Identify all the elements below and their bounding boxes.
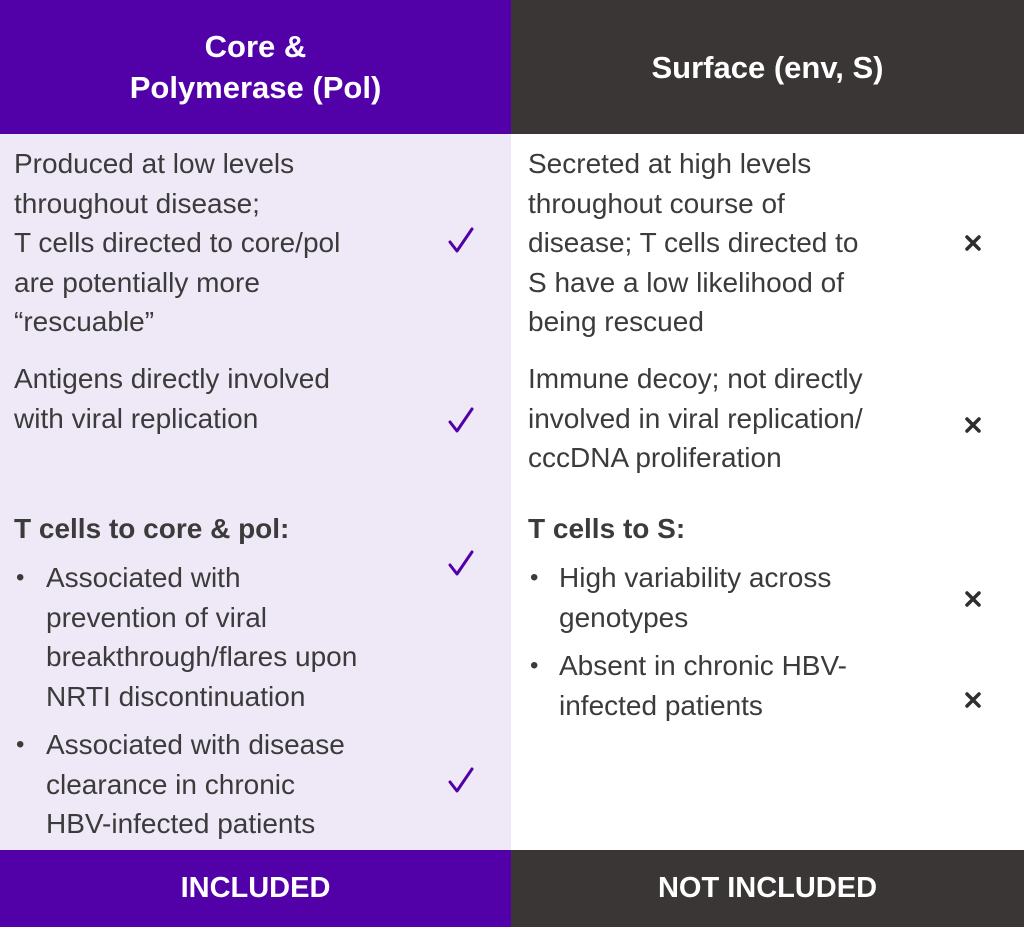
text-line: NRTI discontinuation xyxy=(46,680,306,712)
bullet-dot: • xyxy=(16,564,25,591)
not-included-bullet-2-text: Absent in chronic HBV- infected patients xyxy=(559,646,847,725)
bullet-dot: • xyxy=(16,731,25,758)
text-line: Produced at low levels xyxy=(14,148,295,179)
bullet-dot: • xyxy=(530,564,539,591)
included-column: Core & Polymerase (Pol) Produced at low … xyxy=(0,0,511,927)
text-line: Antigens directly involved xyxy=(14,363,330,394)
text-line: are potentially more xyxy=(14,266,260,298)
text-line: Associated with disease xyxy=(46,729,345,760)
checkmark-icon xyxy=(448,227,474,253)
included-column-header: Core & Polymerase (Pol) xyxy=(0,0,511,134)
not-included-bullet-1-text: High variability across genotypes xyxy=(559,558,831,637)
not-included-section-title: T cells to S: xyxy=(528,513,686,544)
text-line: Absent in chronic HBV- xyxy=(559,650,847,681)
text-line: throughout disease; xyxy=(14,187,260,219)
text-line: throughout course of xyxy=(528,187,785,219)
not-included-column-header: Surface (env, S) xyxy=(511,0,1024,134)
text-line: infected patients xyxy=(559,689,763,721)
text-line: disease; T cells directed to xyxy=(528,227,859,258)
text-line: “rescuable” xyxy=(14,306,155,337)
checkmark-icon xyxy=(448,407,474,433)
not-included-row-2-text: Immune decoy; not directly involved in v… xyxy=(528,359,863,478)
text-line: Immune decoy; not directly xyxy=(528,363,863,394)
included-header-line-1: Core & xyxy=(204,29,307,64)
included-header-line-2: Polymerase (Pol) xyxy=(129,70,382,105)
bullet-dot: • xyxy=(530,652,539,679)
text-line: clearance in chronic xyxy=(46,768,296,800)
cross-icon xyxy=(965,235,981,251)
included-row-2-text: Antigens directly involved with viral re… xyxy=(14,359,330,438)
cross-icon xyxy=(965,692,981,708)
included-bullet-2-text: Associated with disease clearance in chr… xyxy=(46,725,345,844)
text-line: being rescued xyxy=(528,306,704,337)
text-line: High variability across xyxy=(559,562,832,593)
text-line: prevention of viral xyxy=(46,601,268,633)
text-line: Associated with xyxy=(46,562,241,593)
text-line: involved in viral replication/ xyxy=(528,402,863,434)
included-section-title: T cells to core & pol: xyxy=(14,513,290,544)
not-included-footer: NOT INCLUDED xyxy=(511,850,1024,927)
checkmark-icon xyxy=(448,767,474,793)
text-line: HBV-infected patients xyxy=(46,808,316,839)
included-bullet-1-text: Associated with prevention of viral brea… xyxy=(46,558,357,716)
text-line: S have a low likelihood of xyxy=(528,266,844,298)
cross-icon xyxy=(965,591,981,607)
text-line: breakthrough/flares upon xyxy=(46,641,358,672)
included-footer: INCLUDED xyxy=(0,850,511,927)
cross-icon xyxy=(965,417,981,433)
text-line: with viral replication xyxy=(14,402,259,434)
text-line: Secreted at high levels xyxy=(528,148,812,179)
checkmark-icon xyxy=(448,550,474,576)
text-line: T cells directed to core/pol xyxy=(14,227,341,258)
text-line: cccDNA proliferation xyxy=(528,442,782,473)
not-included-column: Surface (env, S) Secreted at high levels… xyxy=(511,0,1024,927)
text-line: genotypes xyxy=(559,601,689,633)
not-included-header-line-1: Surface (env, S) xyxy=(651,49,884,85)
included-row-1-text: Produced at low levels throughout diseas… xyxy=(14,144,340,342)
not-included-row-1-text: Secreted at high levels throughout cours… xyxy=(528,144,858,342)
